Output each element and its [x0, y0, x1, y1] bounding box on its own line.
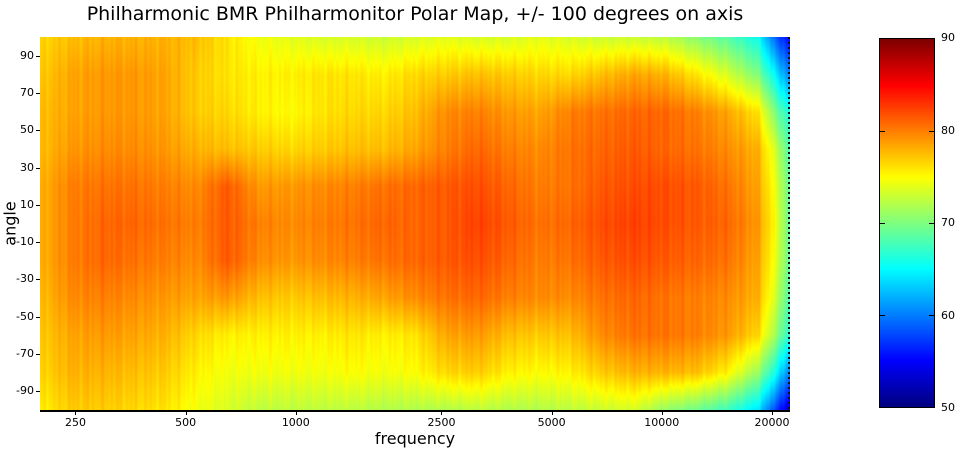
y-tick-mark	[36, 354, 40, 355]
colorbar-tick-label: 80	[941, 123, 955, 137]
colorbar	[879, 38, 935, 408]
x-tick-labels: 250 500 1000 2500 5000 10000 20000	[40, 416, 790, 430]
colorbar-tick-mark	[929, 131, 934, 132]
chart-title: Philharmonic BMR Philharmonitor Polar Ma…	[86, 3, 744, 25]
y-tick-label: -30	[16, 272, 34, 286]
colorbar-tick-label: 60	[941, 308, 955, 322]
x-tick-label: 2500	[427, 416, 456, 429]
y-tick-mark	[36, 391, 40, 392]
x-tick-label: 250	[64, 416, 86, 429]
x-tick-mark	[75, 412, 76, 415]
y-tick-label: 30	[20, 160, 34, 174]
y-tick-label: -90	[16, 384, 34, 398]
x-tick-mark	[662, 412, 663, 415]
x-tick-label: 1000	[281, 416, 310, 429]
y-tick-label: 50	[20, 123, 34, 137]
colorbar-tick-mark	[880, 223, 885, 224]
colorbar-tick-label: 90	[941, 31, 955, 44]
y-tick-mark	[36, 130, 40, 131]
y-tick-mark	[36, 242, 40, 243]
y-tick-label: -10	[16, 235, 34, 249]
colorbar-tick-mark	[880, 131, 885, 132]
colorbar-tick-label: 50	[941, 401, 955, 414]
y-tick-mark	[36, 317, 40, 318]
x-tick-label: 500	[175, 416, 197, 429]
y-tick-mark	[36, 279, 40, 280]
x-tick-mark	[441, 412, 442, 415]
x-tick-mark	[296, 412, 297, 415]
y-tick-labels: 90 70 50 30 10 -10 -30 -50 -70 -90	[0, 37, 35, 410]
y-tick-label: 70	[20, 85, 34, 99]
y-tick-mark	[36, 93, 40, 94]
colorbar-tick-mark	[880, 315, 885, 316]
y-tick-mark	[36, 56, 40, 57]
colorbar-tick-labels: 90 80 70 60 50	[941, 31, 977, 414]
x-tick-label: 5000	[537, 416, 566, 429]
colorbar-tick-label: 70	[941, 216, 955, 229]
y-tick-mark	[36, 168, 40, 169]
x-tick-label: 20000	[754, 416, 790, 429]
y-tick-label: 90	[20, 48, 34, 62]
plot-area	[40, 37, 790, 412]
y-tick-label: 10	[20, 197, 34, 211]
x-axis-label: frequency	[374, 429, 456, 448]
x-tick-mark	[186, 412, 187, 415]
y-tick-label: -70	[16, 347, 34, 361]
plot-right-dotted-border	[788, 37, 790, 410]
x-tick-marks	[40, 412, 790, 416]
y-tick-marks	[36, 37, 40, 410]
x-tick-label: 10000	[644, 416, 680, 429]
colorbar-canvas	[880, 39, 934, 407]
x-tick-mark	[772, 412, 773, 415]
x-tick-mark	[552, 412, 553, 415]
colorbar-tick-mark	[929, 315, 934, 316]
y-tick-mark	[36, 205, 40, 206]
colorbar-tick-mark	[929, 223, 934, 224]
y-tick-label: -50	[16, 309, 34, 323]
heatmap-canvas	[40, 37, 790, 410]
